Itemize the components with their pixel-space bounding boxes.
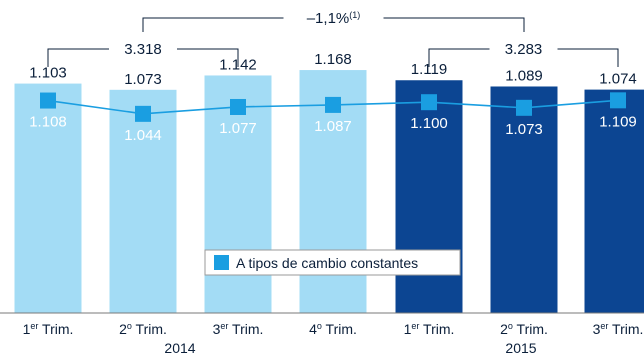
- bracket-2-right-line: [383, 17, 525, 32]
- bracket-2: –1,1%(1): [142, 10, 525, 32]
- x-tick-label-1-suffix: o: [127, 321, 132, 331]
- line-value-label-5: 1.073: [505, 121, 543, 138]
- bar-6: [584, 89, 644, 313]
- x-tick-label-0-number: 1: [23, 321, 31, 337]
- bar-value-label-3: 1.168: [314, 51, 352, 68]
- bar-0: [14, 83, 82, 314]
- x-tick-label-6-suffix: er: [600, 321, 608, 331]
- bracket-0-right-line: [177, 48, 239, 67]
- legend-swatch: [214, 255, 229, 270]
- x-tick-label-2-number: 3: [213, 321, 221, 337]
- x-tick-label-6-number: 3: [593, 321, 601, 337]
- bracket-label-2: –1,1%(1): [307, 10, 361, 27]
- legend-label: A tipos de cambio constantes: [236, 255, 418, 271]
- bar-value-label-4: 1.119: [411, 61, 447, 78]
- line-value-label-0: 1.108: [29, 114, 67, 131]
- line-marker-0: [40, 92, 56, 109]
- bracket-label-0: 3.318: [124, 41, 162, 58]
- line-value-label-4: 1.100: [410, 115, 448, 132]
- bracket-label-0-value: 3.318: [124, 41, 162, 58]
- x-tick-label-1-number: 2: [119, 321, 127, 337]
- bracket-2-left-line: [142, 17, 284, 32]
- year-label-1: 2015: [505, 340, 536, 356]
- bar-value-label-6: 1.074: [599, 71, 637, 88]
- bracket-label-2-value: –1,1%: [307, 10, 350, 27]
- line-marker-4: [421, 94, 437, 111]
- bar-5: [490, 86, 558, 313]
- line-marker-6: [610, 92, 626, 109]
- x-tick-label-4-text: Trim.: [419, 321, 454, 337]
- x-tick-label-0-text: Trim.: [38, 321, 73, 337]
- line-value-label-6: 1.109: [599, 113, 637, 130]
- x-tick-label-2: 3er Trim.: [213, 321, 264, 337]
- bracket-0-left-line: [47, 48, 109, 67]
- line-marker-1: [135, 105, 151, 122]
- bar-value-label-1: 1.073: [124, 71, 162, 88]
- x-tick-label-0: 1er Trim.: [23, 321, 74, 337]
- legend: A tipos de cambio constantes: [204, 249, 461, 276]
- bracket-1: 3.283: [428, 41, 619, 67]
- x-tick-label-0-suffix: er: [30, 321, 38, 331]
- bracket-label-1-value: 3.283: [505, 41, 543, 58]
- x-tick-label-1: 2o Trim.: [119, 321, 167, 337]
- line-value-label-2: 1.077: [219, 120, 257, 137]
- legend-box: [204, 249, 461, 276]
- bracket-label-2-footnote: (1): [349, 10, 360, 20]
- bar-1: [109, 89, 177, 313]
- x-tick-label-1-text: Trim.: [132, 321, 167, 337]
- line-marker-3: [325, 96, 341, 113]
- bar-value-label-0: 1.103: [29, 65, 67, 82]
- x-tick-label-3-suffix: o: [317, 321, 322, 331]
- x-tick-label-4-suffix: er: [411, 321, 419, 331]
- x-tick-label-2-text: Trim.: [228, 321, 263, 337]
- line-value-label-1: 1.044: [124, 127, 162, 144]
- bar-value-label-5: 1.089: [505, 67, 543, 84]
- x-tick-label-5-text: Trim.: [513, 321, 548, 337]
- bracket-1-left-line: [428, 48, 490, 67]
- x-tick-label-3-text: Trim.: [322, 321, 357, 337]
- x-tick-label-3-number: 4: [309, 321, 317, 337]
- bracket-label-1: 3.283: [505, 41, 543, 58]
- year-label-0: 2014: [164, 340, 195, 356]
- x-tick-label-4: 1er Trim.: [404, 321, 455, 337]
- x-tick-label-5: 2o Trim.: [500, 321, 548, 337]
- x-tick-label-6: 3er Trim.: [593, 321, 644, 337]
- bracket-0: 3.318: [47, 41, 239, 67]
- x-tick-label-2-suffix: er: [220, 321, 228, 331]
- line-value-label-3: 1.087: [314, 118, 352, 135]
- x-tick-label-6-text: Trim.: [608, 321, 643, 337]
- x-tick-label-4-number: 1: [404, 321, 412, 337]
- line-marker-5: [516, 99, 532, 116]
- x-tick-label-5-suffix: o: [508, 321, 513, 331]
- line-marker-2: [230, 98, 246, 115]
- x-tick-label-5-number: 2: [500, 321, 508, 337]
- bracket-1-right-line: [557, 48, 619, 67]
- x-tick-label-3: 4o Trim.: [309, 321, 357, 337]
